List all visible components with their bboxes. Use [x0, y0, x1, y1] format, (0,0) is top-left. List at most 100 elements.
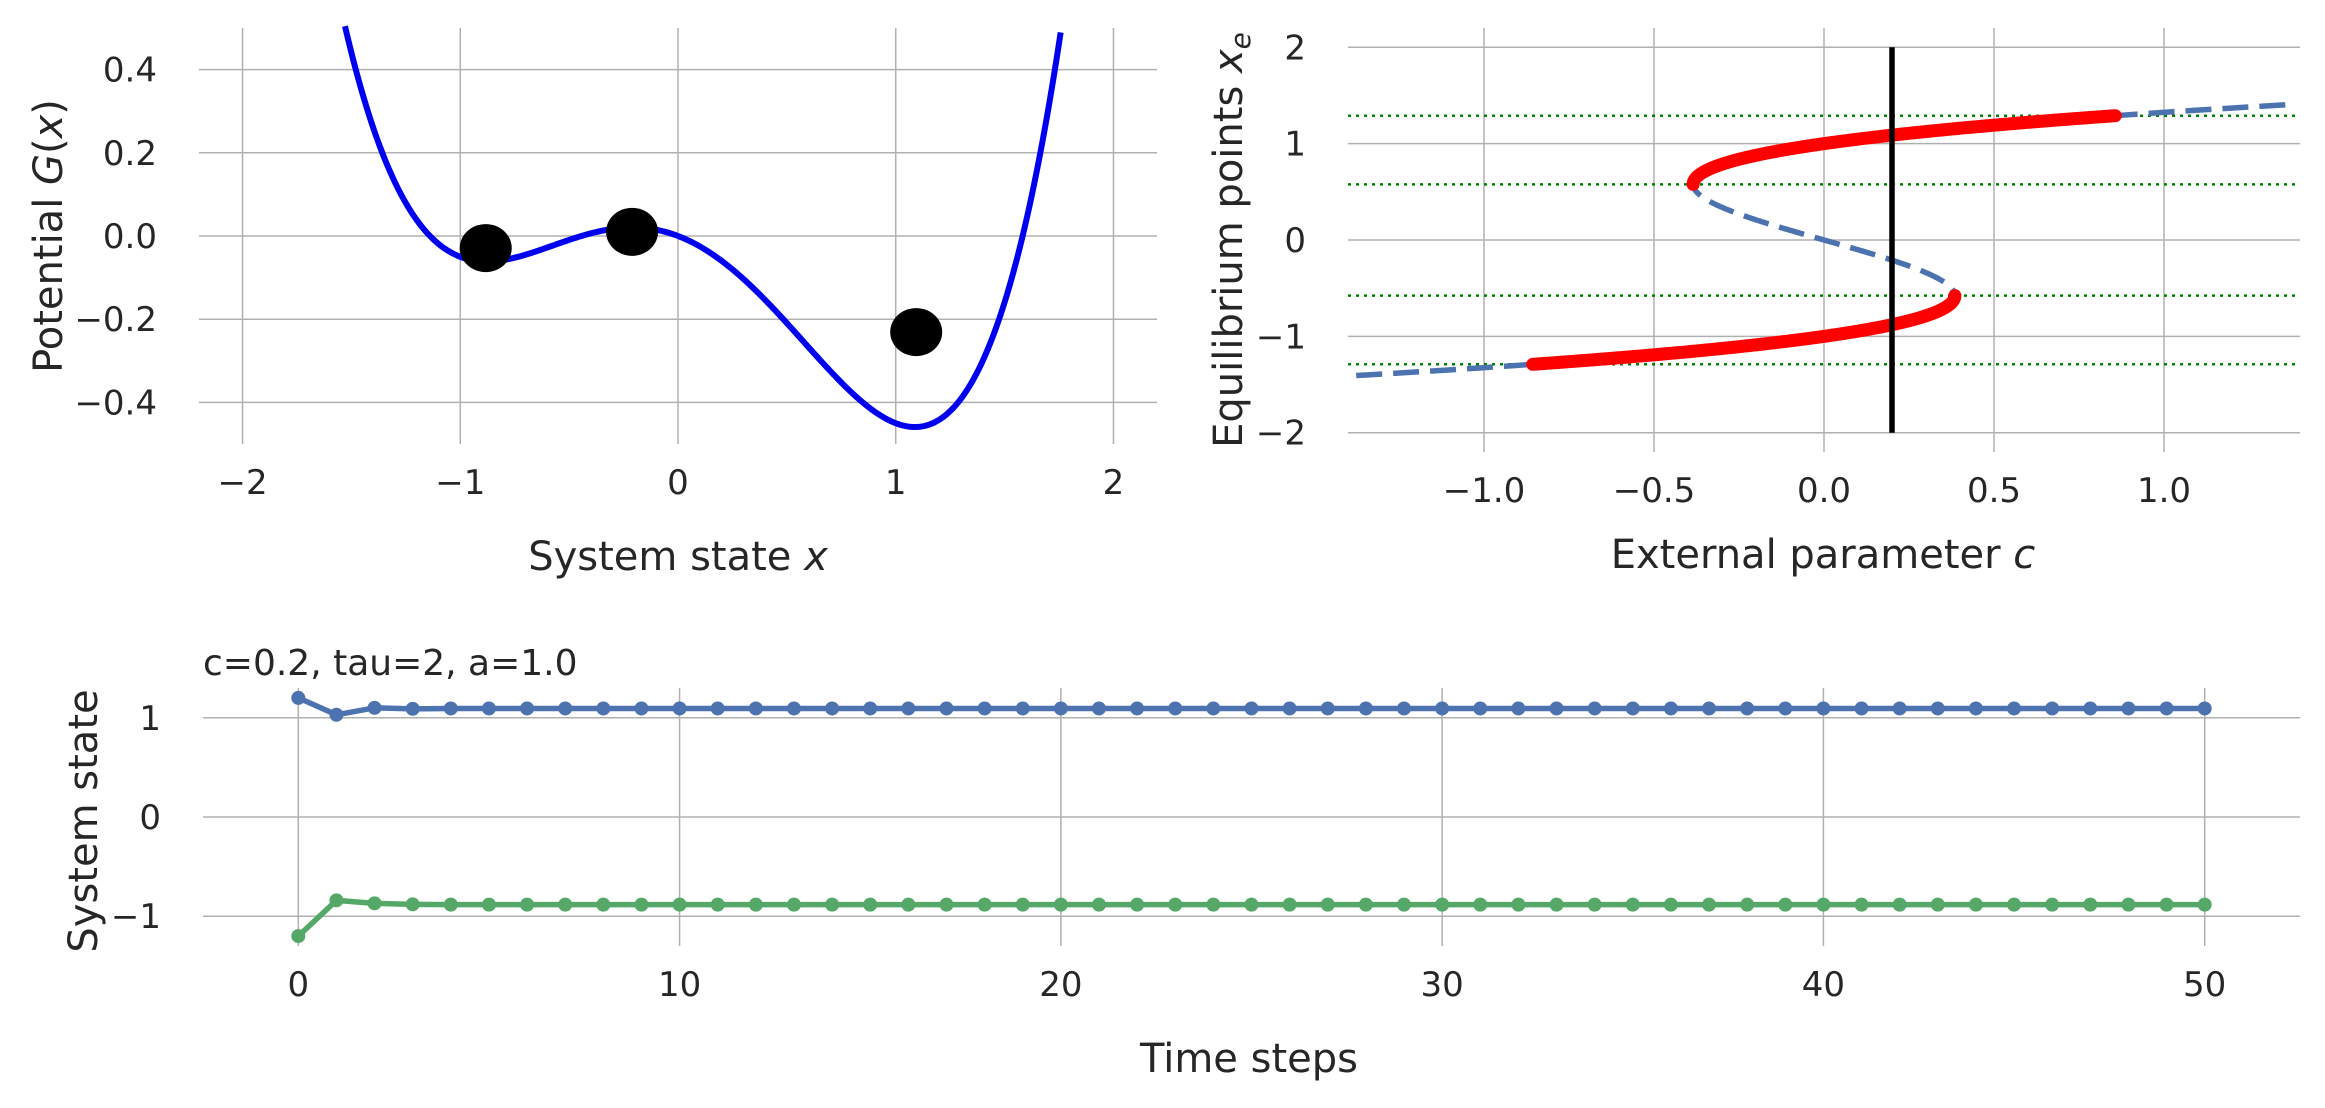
time-series-point [1206, 897, 1221, 912]
potential-y-axis-label: Potential G(x) [26, 99, 72, 373]
time-series-y-tick-label: −1 [111, 897, 161, 937]
potential-y-tick-label: 0.4 [103, 51, 157, 91]
time-series-point [1587, 701, 1602, 716]
potential-panel: −2 −1 0 1 2−0.4−0.20.00.20.4 System state x … [26, 25, 1157, 580]
time-series-point [2121, 897, 2136, 912]
time-series-point [2197, 701, 2212, 716]
time-series-x-tick-label: 20 [1039, 965, 1082, 1005]
bifurcation-x-tick-label: −0.5 [1613, 471, 1696, 511]
time-series-point [596, 897, 611, 912]
time-series-panel: 0 10 20 30 40 50 −1 0 1 c=0.2, tau=2, a=1.0 Time… [61, 643, 2300, 1082]
potential-x-tick-label: 0 [667, 463, 689, 503]
bifurcation-tick-labels: −1.0 −0.5 0.0 0.5 1.0 −2 −1 0 1 2 [1256, 28, 2191, 511]
time-series-point [1358, 701, 1373, 716]
time-series-point [2007, 701, 2022, 716]
time-series-point [863, 701, 878, 716]
time-series-point [1549, 897, 1564, 912]
time-series-point [291, 929, 306, 944]
time-series-point [977, 701, 992, 716]
time-series-point [481, 701, 496, 716]
bifurcation-y-tick-label: 0 [1284, 221, 1306, 261]
potential-x-tick-label: −1 [435, 463, 485, 503]
bifurcation-x-axis-label: External parameter c [1611, 532, 2036, 578]
equilibrium-point [606, 207, 659, 256]
time-series-point [1320, 897, 1335, 912]
time-series-x-tick-label: 40 [1802, 965, 1845, 1005]
bifurcation-y-tick-label: 2 [1284, 28, 1306, 68]
time-series-point [1663, 897, 1678, 912]
potential-x-axis-label: System state x [528, 534, 828, 580]
time-series-point [367, 700, 382, 715]
time-series-point [2159, 897, 2174, 912]
time-series-y-tick-label: 1 [139, 699, 161, 739]
time-series-point [1053, 897, 1068, 912]
time-series-point [2083, 897, 2098, 912]
time-series-point [481, 897, 496, 912]
time-series-point [558, 701, 573, 716]
time-series-y-tick-label: 0 [139, 798, 161, 838]
potential-x-tick-label: 1 [885, 463, 907, 503]
bifurcation-x-tick-label: 0.5 [1967, 471, 2021, 511]
time-series-x-tick-label: 0 [287, 965, 309, 1005]
bifurcation-y-axis-label: Equilibrium points xe [1206, 32, 1257, 448]
time-series-point [1778, 897, 1793, 912]
time-series-point [2045, 701, 2060, 716]
time-series-point [1587, 897, 1602, 912]
time-series-point [1435, 897, 1450, 912]
time-series-point [710, 701, 725, 716]
time-series-point [291, 690, 306, 705]
potential-x-tick-label: 2 [1103, 463, 1125, 503]
potential-y-tick-label: 0.0 [103, 217, 157, 257]
equilibrium-markers [459, 207, 943, 357]
time-series-lines [291, 690, 2212, 944]
bifurcation-panel: −1.0 −0.5 0.0 0.5 1.0 −2 −1 0 1 2 External parame… [1206, 28, 2300, 578]
time-series-point [863, 897, 878, 912]
time-series-point [443, 701, 458, 716]
potential-grid [199, 28, 1157, 444]
time-series-point [1625, 701, 1640, 716]
time-series-point [1206, 701, 1221, 716]
time-series-point [520, 897, 535, 912]
stable-branch [1686, 109, 2122, 191]
time-series-point [1282, 897, 1297, 912]
bifurcation-x-tick-label: 1.0 [2137, 471, 2191, 511]
time-series-point [1244, 701, 1259, 716]
time-series-point [786, 897, 801, 912]
time-series-point [825, 701, 840, 716]
time-series-point [825, 897, 840, 912]
time-series-point [1130, 701, 1145, 716]
time-series-point [1091, 701, 1106, 716]
time-series-x-axis-label: Time steps [1139, 1036, 1358, 1082]
time-series-point [1320, 701, 1335, 716]
time-series-point [748, 701, 763, 716]
potential-y-tick-label: −0.4 [74, 383, 157, 423]
time-series-point [1778, 701, 1793, 716]
potential-y-tick-label: 0.2 [103, 134, 157, 174]
time-series-point [1473, 701, 1488, 716]
time-series-point [901, 897, 916, 912]
potential-curve [342, 25, 1064, 430]
time-series-point [1015, 897, 1030, 912]
time-series-point [1892, 897, 1907, 912]
time-series-point [2007, 897, 2022, 912]
time-series-point [1473, 897, 1488, 912]
time-series-point [558, 897, 573, 912]
time-series-point [443, 897, 458, 912]
time-series-y-axis-label: System state [61, 689, 107, 952]
time-series-point [596, 701, 611, 716]
time-series-point [1244, 897, 1259, 912]
time-series-point [1511, 897, 1526, 912]
bifurcation-x-tick-label: 0.0 [1797, 471, 1851, 511]
time-series-point [329, 893, 344, 908]
time-series-point [1816, 897, 1831, 912]
time-series-point [1702, 701, 1717, 716]
time-series-point [405, 701, 420, 716]
time-series-point [1282, 701, 1297, 716]
equilibrium-point [890, 308, 943, 357]
threshold-lines [1348, 114, 2300, 366]
time-series-point [2121, 701, 2136, 716]
time-series-point [1168, 701, 1183, 716]
time-series-point [1397, 701, 1412, 716]
bifurcation-curve-layer [1356, 101, 2292, 379]
